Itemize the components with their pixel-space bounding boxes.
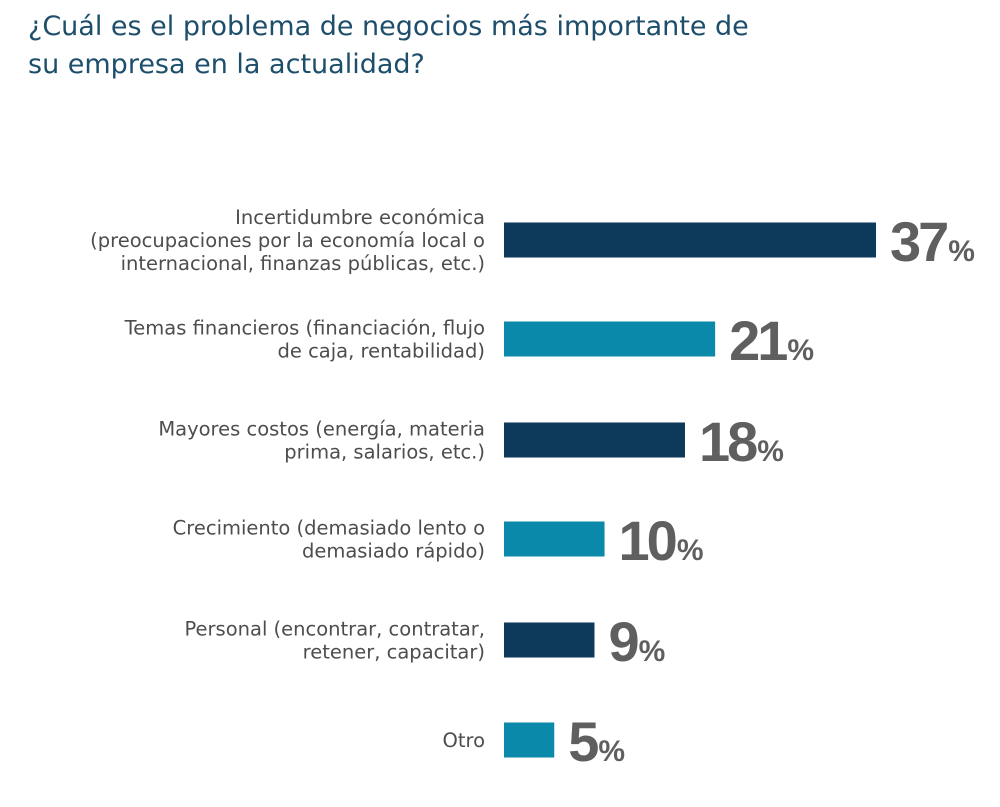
value-label-4: 10% xyxy=(619,509,704,572)
value-label-3: 18% xyxy=(699,410,784,473)
category-label-4: Crecimiento (demasiado lento o demasiado … xyxy=(173,517,485,563)
bar-4 xyxy=(504,521,605,557)
category-label-3: Mayores costos (energía, materia prima, s… xyxy=(158,418,485,464)
category-label-1: Incertidumbre económica (preocupaciones p… xyxy=(90,206,485,275)
value-label-1: 37% xyxy=(890,210,975,273)
value-label-2: 21% xyxy=(729,309,814,372)
value-label-5: 9% xyxy=(608,610,665,673)
bar-5 xyxy=(504,622,595,658)
category-label-5: Personal (encontrar, contratar, retener, … xyxy=(184,618,485,664)
chart-title: ¿Cuál es el problema de negocios más imp… xyxy=(28,11,749,80)
bar-6 xyxy=(504,722,555,758)
bar-1 xyxy=(504,222,876,258)
category-label-6: Otro xyxy=(442,729,485,752)
bar-2 xyxy=(504,321,716,357)
value-label-6: 5% xyxy=(568,710,625,773)
category-label-2: Temas financieros (financiación, flujo de… xyxy=(124,317,485,363)
bar-3 xyxy=(504,422,685,458)
